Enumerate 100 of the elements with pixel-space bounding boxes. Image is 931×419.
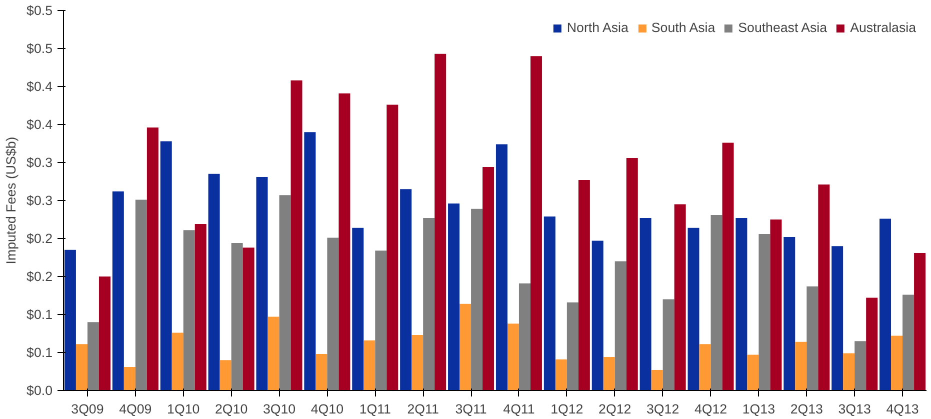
bar [843, 353, 855, 390]
bar [146, 128, 158, 390]
legend-label: South Asia [651, 20, 716, 35]
bar [880, 218, 892, 390]
bar [722, 142, 734, 390]
bar [518, 283, 530, 390]
y-axis-title: Imputed Fees (US$b) [4, 136, 19, 264]
bar [496, 144, 508, 390]
bar [736, 218, 748, 390]
bar [304, 132, 316, 390]
bar [482, 167, 494, 390]
y-tick-label: $0.1 [26, 307, 53, 322]
bar [614, 261, 626, 390]
bar [434, 54, 446, 390]
bar [64, 250, 76, 390]
bar [194, 224, 206, 390]
bar [112, 191, 124, 390]
bar [688, 228, 700, 390]
x-tick-label: 1Q13 [742, 402, 775, 416]
bar [566, 302, 578, 390]
y-tick-label: $0.2 [26, 269, 53, 284]
bar [87, 322, 99, 390]
bar [208, 174, 220, 390]
bar [364, 340, 376, 390]
x-tick-label: 4Q09 [119, 402, 152, 416]
x-tick-label: 1Q11 [359, 402, 391, 416]
y-tick-label: $0.2 [26, 231, 53, 246]
bar [530, 56, 542, 390]
bar [471, 208, 483, 390]
bar [386, 104, 398, 390]
x-tick-label: 2Q11 [407, 402, 439, 416]
x-tick-label: 1Q10 [167, 402, 200, 416]
bar [76, 344, 88, 390]
bar [770, 220, 782, 390]
bar [172, 332, 184, 390]
bar [640, 218, 652, 390]
bar [914, 252, 926, 390]
bar [818, 184, 830, 390]
bar [507, 324, 519, 390]
bar [268, 316, 280, 390]
bar [710, 214, 722, 390]
bar [891, 336, 903, 390]
x-tick-label: 1Q12 [550, 402, 584, 416]
legend-label: North Asia [566, 20, 628, 35]
bar [375, 250, 387, 390]
bar [423, 218, 435, 390]
bar [400, 189, 412, 390]
bar [699, 344, 711, 390]
bar [231, 243, 243, 390]
bar [902, 294, 914, 390]
bar [866, 298, 878, 390]
bar [448, 204, 460, 390]
x-tick-label: 3Q13 [838, 402, 871, 416]
bar [626, 158, 638, 390]
x-tick-label: 3Q09 [71, 402, 104, 416]
y-tick-label: $0.5 [26, 3, 53, 18]
bar [98, 276, 110, 390]
bar [555, 359, 567, 390]
legend-label: Australasia [850, 20, 916, 35]
bar [338, 93, 350, 390]
bar [290, 80, 302, 390]
bar [279, 195, 291, 390]
x-tick-label: 4Q10 [310, 402, 344, 416]
bar [578, 180, 590, 390]
bar [544, 216, 556, 390]
y-tick-label: $0.0 [26, 383, 53, 398]
x-tick-label: 2Q12 [598, 402, 632, 416]
bar [124, 366, 136, 390]
x-tick-label: 3Q12 [646, 402, 680, 416]
legend-label: Southeast Asia [738, 20, 828, 35]
bar [256, 176, 268, 390]
x-tick-label: 3Q11 [455, 402, 487, 416]
bar [135, 200, 147, 390]
bar [806, 286, 818, 390]
bar [651, 370, 663, 390]
bar [183, 230, 195, 390]
bar [854, 341, 866, 390]
bar [747, 354, 759, 390]
y-tick-label: $0.5 [26, 41, 53, 56]
y-tick-label: $0.4 [26, 117, 54, 132]
bar [460, 304, 472, 390]
x-tick-label: 2Q10 [215, 402, 248, 416]
x-tick-label: 4Q12 [694, 402, 728, 416]
bar [412, 335, 424, 390]
bar [662, 299, 674, 390]
x-tick-label: 4Q13 [886, 402, 919, 416]
bar [160, 141, 172, 390]
bar [795, 342, 807, 390]
bar [242, 248, 254, 390]
y-tick-label: $0.3 [26, 193, 53, 208]
bar [592, 240, 604, 390]
y-tick-label: $0.3 [26, 155, 53, 170]
bar [674, 204, 686, 390]
bar [352, 228, 364, 390]
bar [220, 360, 232, 390]
bar [784, 236, 796, 390]
y-tick-label: $0.4 [26, 79, 54, 94]
bar [327, 238, 339, 390]
x-tick-label: 4Q11 [503, 402, 535, 416]
y-tick-label: $0.1 [26, 345, 53, 360]
